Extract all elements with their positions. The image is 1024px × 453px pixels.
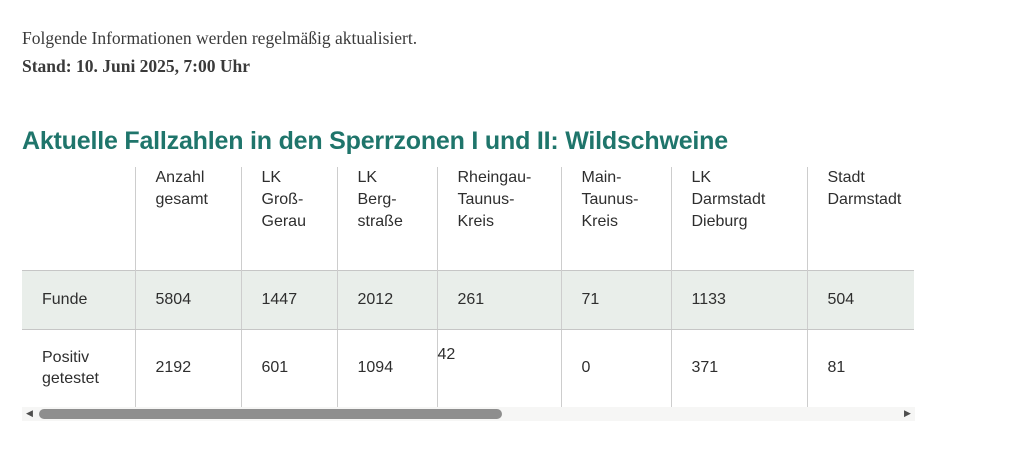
cell-positiv-lk-gross-gerau: 601 [240,329,337,407]
corner-cell [22,167,135,270]
column-header-rheingau-taunus-kreis: Rheingau- Taunus- Kreis [436,167,561,270]
cell-funde-anzahl-gesamt: 5804 [134,269,241,330]
scroll-right-icon[interactable]: ▶ [904,409,911,419]
cell-positiv-main-taunus: 0 [560,329,671,407]
scroll-left-icon[interactable]: ◀ [26,409,33,419]
fallzahlen-table: Anzahl gesamt LK Groß- Gerau LK Berg- st… [22,167,914,407]
cell-funde-main-taunus: 71 [560,269,671,330]
cell-funde-stadt-darmstadt: 504 [806,269,914,330]
row-label-funde: Funde [22,269,135,330]
column-header-stadt-darmstadt: Stadt Darmstadt [806,167,914,270]
header-row: Anzahl gesamt LK Groß- Gerau LK Berg- st… [22,167,914,270]
scrollbar-thumb[interactable] [39,409,502,419]
cell-positiv-lk-darmstadt-dieburg: 371 [670,329,807,407]
cell-positiv-lk-bergstrasse: 1094 [336,329,437,407]
cell-positiv-anzahl-gesamt: 2192 [134,329,241,407]
cell-positiv-stadt-darmstadt: 81 [806,329,914,407]
cell-positiv-rheingau-taunus: 42 [436,329,561,407]
scrollbar-track[interactable] [37,407,900,421]
cell-funde-lk-gross-gerau: 1447 [240,269,337,330]
column-header-anzahl-gesamt: Anzahl gesamt [134,167,241,270]
intro-block: Folgende Informationen werden regelmäßig… [0,24,1024,80]
cell-funde-lk-bergstrasse: 2012 [336,269,437,330]
stand-line: Stand: 10. Juni 2025, 7:00 Uhr [22,56,251,76]
cell-funde-lk-darmstadt-dieburg: 1133 [670,269,807,330]
column-header-main-taunus-kreis: Main- Taunus- Kreis [560,167,671,270]
table-scroll-viewport[interactable]: Anzahl gesamt LK Groß- Gerau LK Berg- st… [22,167,914,407]
column-header-lk-gross-gerau: LK Groß- Gerau [240,167,337,270]
horizontal-scrollbar[interactable]: ◀ ▶ [22,407,915,421]
table-row-positiv-getestet: Positiv getestet 2192 601 1094 42 0 371 … [22,329,914,407]
column-header-lk-darmstadt-dieburg: LK Darmstadt Dieburg [670,167,807,270]
row-label-positiv-getestet: Positiv getestet [22,329,135,407]
table-row-funde: Funde 5804 1447 2012 261 71 1133 504 [22,269,914,330]
intro-note: Folgende Informationen werden regelmäßig… [22,28,418,48]
column-header-lk-bergstrasse: LK Berg- straße [336,167,437,270]
section-heading: Aktuelle Fallzahlen in den Sperrzonen I … [22,127,728,155]
cell-funde-rheingau-taunus: 261 [436,269,561,330]
